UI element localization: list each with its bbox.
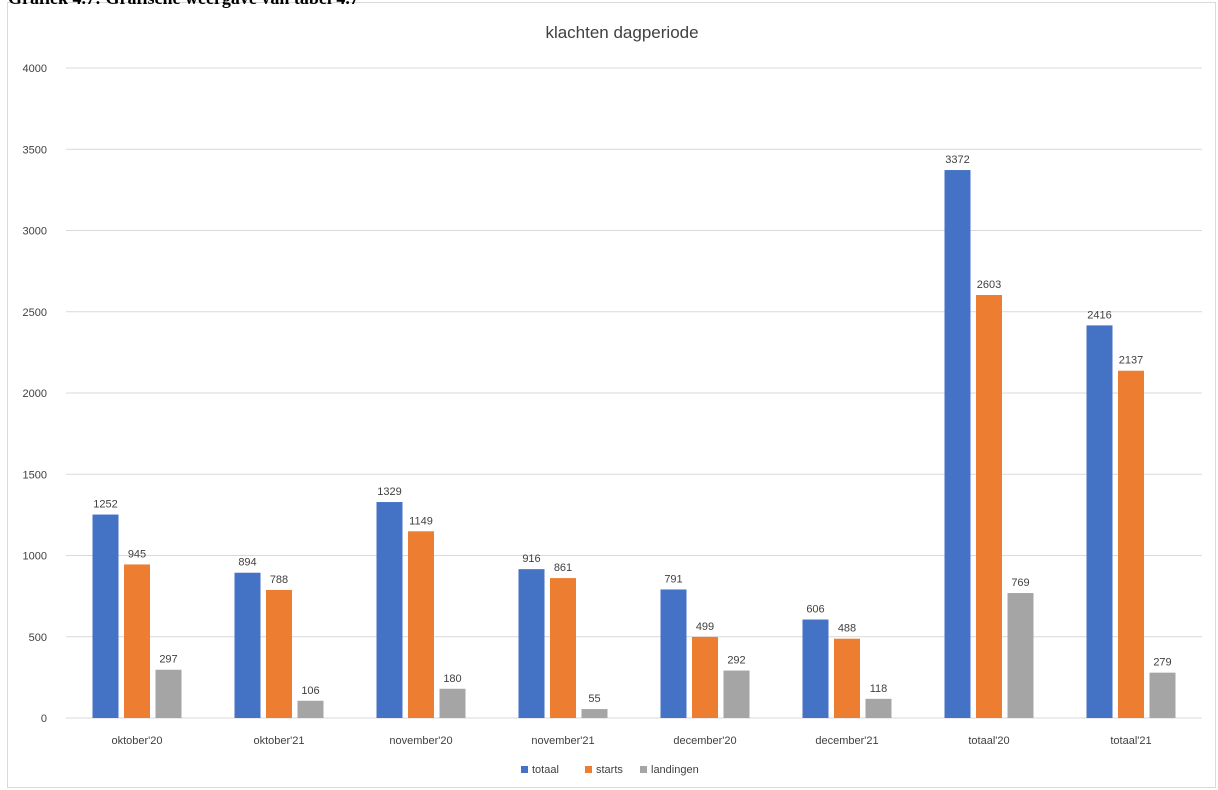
data-label: 55	[588, 693, 600, 705]
bar-starts	[550, 578, 576, 718]
x-axis: oktober'20 oktober'21 november'20 november'…	[111, 735, 1151, 747]
x-tick-label: oktober'20	[111, 735, 162, 747]
data-label: 292	[727, 655, 745, 667]
legend-label: landingen	[651, 764, 699, 776]
bar-starts	[976, 295, 1002, 718]
x-tick-label: totaal'21	[1110, 735, 1151, 747]
data-label: 1252	[93, 499, 117, 511]
data-label: 788	[270, 574, 288, 586]
y-tick-label: 1000	[23, 551, 47, 563]
data-label: 118	[870, 683, 888, 695]
data-label: 488	[838, 623, 856, 635]
data-label: 894	[238, 557, 256, 569]
x-tick-label: november'21	[531, 735, 594, 747]
y-tick-label: 3000	[23, 226, 47, 238]
bar-starts	[692, 636, 718, 718]
x-tick-label: totaal'20	[968, 735, 1009, 747]
data-label: 861	[554, 562, 572, 574]
legend: totaal starts landingen	[521, 764, 699, 776]
bar-totaal	[518, 569, 545, 718]
legend-label: starts	[596, 764, 623, 776]
x-tick-label: december'20	[673, 735, 736, 747]
bars: 1252 945 297 894 788 106 1329 1149 180 916 861 55 79…	[92, 154, 1176, 719]
data-label: 279	[1153, 657, 1171, 669]
data-label: 1149	[409, 515, 433, 527]
bar-totaal	[92, 514, 119, 718]
legend-swatch	[521, 766, 528, 773]
bar-landingen	[723, 670, 750, 718]
data-label: 106	[301, 685, 319, 697]
y-tick-label: 2000	[23, 388, 47, 400]
bar-starts	[408, 531, 434, 718]
figure-caption: Grafiek 4.7: Grafische weergave van tabe…	[8, 0, 359, 9]
data-label: 791	[664, 573, 682, 585]
data-label: 945	[128, 548, 146, 560]
data-label: 297	[159, 654, 177, 666]
bar-totaal	[660, 589, 687, 718]
y-axis: 0 500 1000 1500 2000 2500 3000 3500 4000	[23, 63, 47, 725]
bar-starts	[1118, 370, 1144, 718]
data-label: 180	[443, 673, 461, 685]
data-label: 2603	[977, 279, 1001, 291]
data-label: 769	[1011, 577, 1029, 589]
legend-swatch	[585, 766, 592, 773]
bar-starts	[266, 589, 292, 718]
bar-totaal	[376, 502, 403, 718]
bar-totaal	[944, 170, 971, 719]
bar-landingen	[1149, 672, 1176, 718]
x-tick-label: december'21	[815, 735, 878, 747]
legend-label: totaal	[532, 764, 559, 776]
y-tick-label: 0	[41, 713, 47, 725]
chart-title: klachten dagperiode	[545, 23, 698, 42]
y-tick-label: 2500	[23, 307, 47, 319]
bar-landingen	[581, 709, 608, 718]
data-label: 1329	[377, 486, 401, 498]
bar-landingen	[297, 700, 324, 718]
x-tick-label: november'20	[389, 735, 452, 747]
bar-totaal	[234, 572, 261, 718]
data-label: 2416	[1087, 309, 1111, 321]
y-tick-label: 3500	[23, 144, 47, 156]
y-tick-label: 1500	[23, 469, 47, 481]
bar-landingen	[865, 698, 892, 718]
y-tick-label: 4000	[23, 63, 47, 75]
x-tick-label: oktober'21	[253, 735, 304, 747]
y-tick-label: 500	[29, 632, 47, 644]
data-label: 499	[696, 621, 714, 633]
bar-starts	[834, 638, 860, 718]
bar-totaal	[802, 619, 829, 718]
data-label: 916	[522, 553, 540, 565]
legend-swatch	[640, 766, 647, 773]
data-label: 2137	[1119, 355, 1143, 367]
bar-totaal	[1086, 325, 1113, 718]
bar-landingen	[439, 688, 466, 718]
bar-starts	[124, 564, 150, 718]
data-label: 606	[806, 604, 824, 616]
bar-landingen	[155, 669, 182, 718]
bar-landingen	[1007, 593, 1034, 718]
data-label: 3372	[945, 154, 969, 166]
